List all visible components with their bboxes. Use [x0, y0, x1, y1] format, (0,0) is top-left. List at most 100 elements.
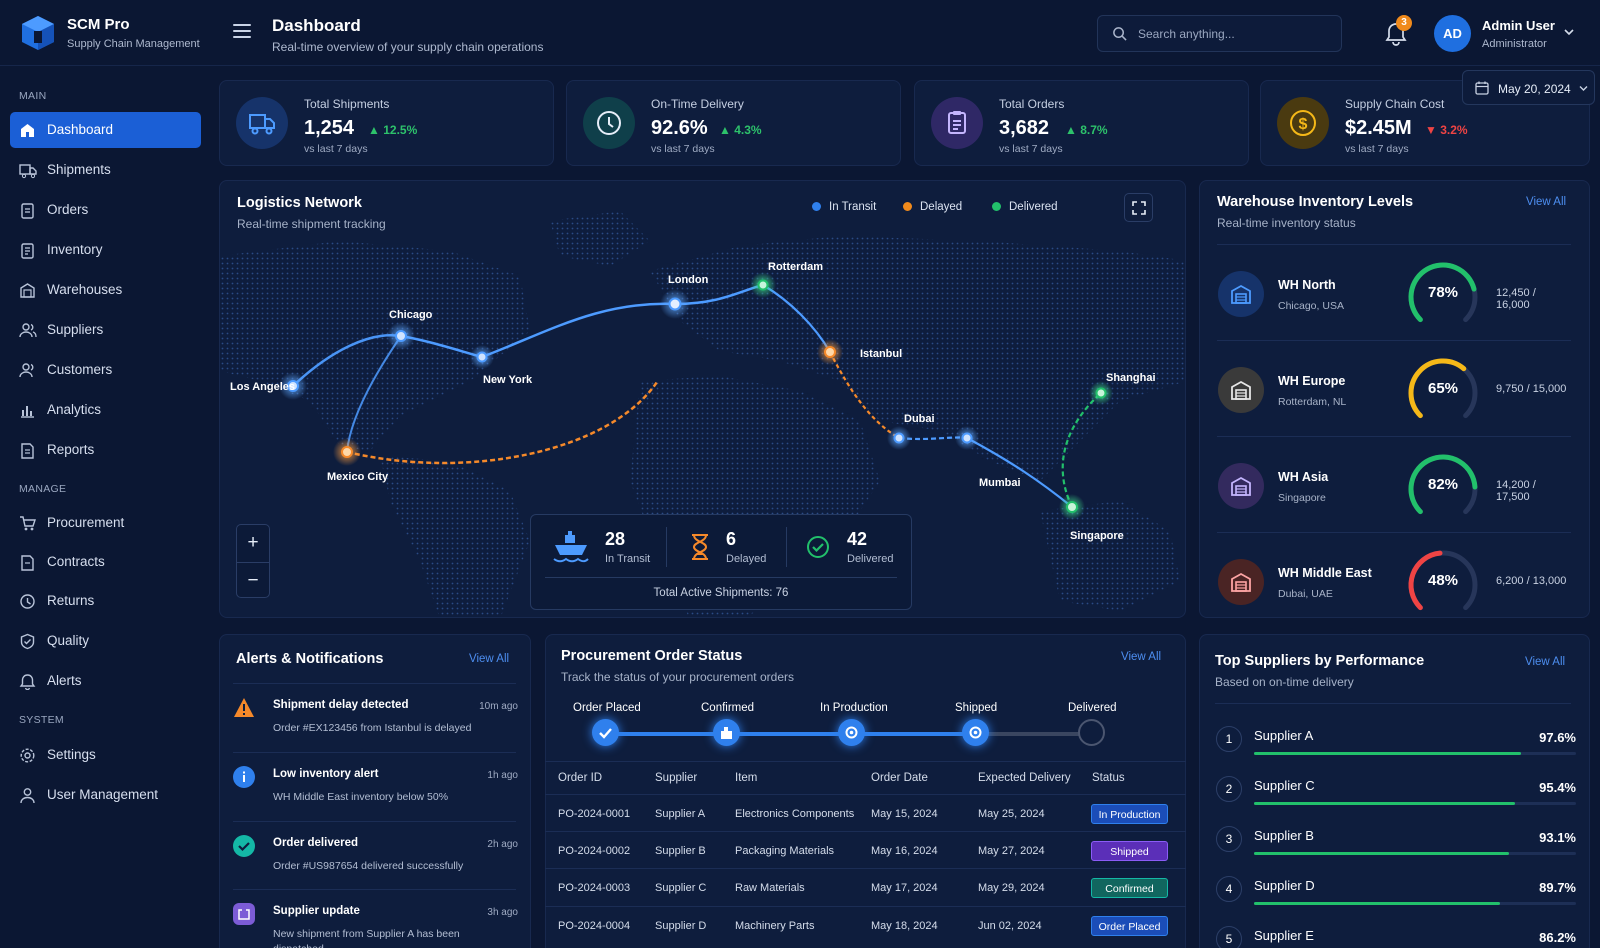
- order-expected-delivery: May 29, 2024: [978, 882, 1045, 894]
- sidebar-item-quality[interactable]: Quality: [10, 623, 201, 659]
- alert-item[interactable]: Low inventory alert WH Middle East inven…: [233, 766, 518, 832]
- document-icon: [21, 443, 34, 459]
- step-shipped: [962, 719, 989, 746]
- logistics-title: Logistics Network: [237, 195, 362, 211]
- alert-time: 1h ago: [487, 770, 518, 781]
- fullscreen-button[interactable]: [1124, 193, 1153, 222]
- supplier-row[interactable]: 1 Supplier A 97.6%: [1216, 722, 1576, 770]
- column-header[interactable]: Order Date: [871, 772, 928, 784]
- delivered-label: Delivered: [847, 553, 894, 565]
- supplier-row[interactable]: 5 Supplier E 86.2%: [1216, 922, 1576, 948]
- box-icon: [969, 726, 982, 739]
- zoom-in-button[interactable]: +: [247, 532, 259, 553]
- supplier-row[interactable]: 3 Supplier B 93.1%: [1216, 822, 1576, 870]
- warehouse-view-all-link[interactable]: View All: [1526, 196, 1567, 208]
- sidebar-item-alerts[interactable]: Alerts: [10, 663, 201, 699]
- zoom-out-button[interactable]: −: [237, 562, 269, 598]
- status-badge: Order Placed: [1091, 916, 1168, 936]
- sidebar-item-dashboard[interactable]: Dashboard: [10, 112, 201, 148]
- column-header[interactable]: Expected Delivery: [978, 772, 1071, 784]
- order-item: Packaging Materials: [735, 845, 835, 857]
- supplier-row[interactable]: 4 Supplier D 89.7%: [1216, 872, 1576, 920]
- sidebar-item-customers[interactable]: Customers: [10, 352, 201, 388]
- avatar[interactable]: AD: [1434, 15, 1471, 52]
- nav-section-manage: MANAGE: [19, 483, 67, 495]
- sidebar-item-suppliers[interactable]: Suppliers: [10, 312, 201, 348]
- kpi-delta: ▼ 3.2%: [1425, 123, 1468, 137]
- sidebar-item-procurement[interactable]: Procurement: [10, 505, 201, 541]
- sidebar-item-label: Quality: [47, 633, 90, 648]
- kpi-subtitle: vs last 7 days: [651, 143, 715, 155]
- sidebar-item-orders[interactable]: Orders: [10, 192, 201, 228]
- sidebar-item-reports[interactable]: Reports: [10, 432, 201, 468]
- kpi-value: $2.45M: [1345, 117, 1412, 139]
- progress-track-complete: [605, 732, 977, 736]
- suppliers-view-all-link[interactable]: View All: [1525, 656, 1566, 668]
- column-header[interactable]: Status: [1092, 772, 1125, 784]
- warehouse-row[interactable]: WH North Chicago, USA 78% 12,450 / 16,00…: [1200, 245, 1570, 341]
- column-header[interactable]: Supplier: [655, 772, 698, 784]
- alert-time: 2h ago: [487, 839, 518, 850]
- clock-icon: [583, 97, 635, 149]
- warehouse-row[interactable]: WH Asia Singapore 82% 14,200 / 17,500: [1200, 437, 1570, 533]
- building-icon: [20, 283, 35, 298]
- column-header[interactable]: Order ID: [558, 772, 603, 784]
- order-id: PO-2024-0002: [558, 845, 631, 857]
- warehouse-row[interactable]: WH Middle East Dubai, UAE 48% 6,200 / 13…: [1200, 533, 1570, 629]
- warehouse-icon: [1218, 463, 1264, 509]
- date-picker-button[interactable]: May 20, 2024: [1462, 70, 1595, 105]
- supplier-rank: 1: [1216, 726, 1242, 752]
- supplier-score: 89.7%: [1539, 880, 1576, 895]
- truck-icon: [236, 97, 288, 149]
- supplier-rank: 4: [1216, 876, 1242, 902]
- user-name[interactable]: Admin User: [1482, 18, 1555, 33]
- city-label: Mumbai: [979, 477, 1021, 489]
- column-header[interactable]: Item: [735, 772, 758, 784]
- search-input[interactable]: [1138, 25, 1328, 43]
- nav-section-system: SYSTEM: [19, 714, 64, 726]
- sidebar-item-returns[interactable]: Returns: [10, 583, 201, 619]
- sidebar-item-shipments[interactable]: Shipments: [10, 152, 201, 188]
- expand-icon: [1132, 201, 1146, 215]
- kpi-value: 1,254: [304, 117, 355, 139]
- sidebar-item-warehouses[interactable]: Warehouses: [10, 272, 201, 308]
- sidebar-item-analytics[interactable]: Analytics: [10, 392, 201, 428]
- alert-item[interactable]: Supplier update New shipment from Suppli…: [233, 903, 518, 948]
- warehouse-name: WH Middle East: [1278, 566, 1372, 580]
- warehouse-gauge: [1408, 454, 1478, 515]
- user-role: Administrator: [1482, 38, 1547, 50]
- supplier-name: Supplier C: [1254, 778, 1315, 793]
- supplier-row[interactable]: 2 Supplier C 95.4%: [1216, 772, 1576, 820]
- supplier-score: 97.6%: [1539, 730, 1576, 745]
- supplier-score-fill: [1254, 852, 1509, 855]
- bar-chart-icon: [21, 406, 34, 418]
- step-delivered: [1078, 719, 1105, 746]
- delivered-count: 42: [847, 529, 868, 549]
- brand-name: SCM Pro: [67, 16, 130, 33]
- sidebar-item-contracts[interactable]: Contracts: [10, 544, 201, 580]
- sidebar-item-user-management[interactable]: User Management: [10, 777, 201, 813]
- warehouse-subtitle: Real-time inventory status: [1217, 216, 1356, 230]
- home-icon: [21, 124, 34, 137]
- step-label: Shipped: [955, 702, 998, 714]
- kpi-title: Supply Chain Cost: [1345, 97, 1445, 111]
- sidebar-item-settings[interactable]: Settings: [10, 737, 201, 773]
- menu-toggle-icon[interactable]: [233, 24, 251, 38]
- warehouse-capacity: 12,450 / 16,000: [1496, 287, 1536, 311]
- world-map: [220, 211, 1185, 617]
- warehouse-name: WH Asia: [1278, 470, 1329, 484]
- sidebar-item-inventory[interactable]: Inventory: [10, 232, 201, 268]
- city-label: Istanbul: [860, 348, 903, 360]
- delayed-label: Delayed: [726, 553, 767, 565]
- alert-item[interactable]: Shipment delay detected Order #EX123456 …: [233, 697, 518, 763]
- warehouse-row[interactable]: WH Europe Rotterdam, NL 65% 9,750 / 15,0…: [1200, 341, 1570, 437]
- alerts-view-all-link[interactable]: View All: [469, 653, 510, 665]
- warehouse-icon: [1218, 271, 1264, 317]
- alert-item[interactable]: Order delivered Order #US987654 delivere…: [233, 835, 518, 901]
- page-title: Dashboard: [272, 16, 361, 35]
- procurement-view-all-link[interactable]: View All: [1121, 651, 1162, 663]
- order-supplier: Supplier A: [655, 808, 706, 820]
- order-supplier: Supplier D: [655, 920, 707, 932]
- warehouse-name: WH Europe: [1278, 374, 1346, 388]
- chevron-down-icon[interactable]: [1564, 28, 1574, 36]
